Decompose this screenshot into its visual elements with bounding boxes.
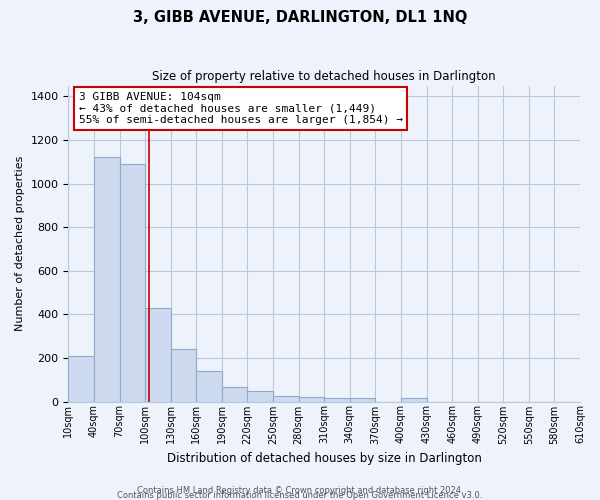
Bar [401,398,427,402]
Bar [247,390,273,402]
Bar [273,396,299,402]
Y-axis label: Number of detached properties: Number of detached properties [15,156,25,331]
Bar [145,308,171,402]
Bar [94,158,119,402]
Text: Contains HM Land Registry data © Crown copyright and database right 2024.: Contains HM Land Registry data © Crown c… [137,486,463,495]
Text: 3 GIBB AVENUE: 104sqm
← 43% of detached houses are smaller (1,449)
55% of semi-d: 3 GIBB AVENUE: 104sqm ← 43% of detached … [79,92,403,125]
X-axis label: Distribution of detached houses by size in Darlington: Distribution of detached houses by size … [167,452,482,465]
Bar [324,398,350,402]
Bar [222,388,247,402]
Bar [68,356,94,402]
Text: 3, GIBB AVENUE, DARLINGTON, DL1 1NQ: 3, GIBB AVENUE, DARLINGTON, DL1 1NQ [133,10,467,25]
Title: Size of property relative to detached houses in Darlington: Size of property relative to detached ho… [152,70,496,83]
Bar [196,371,222,402]
Bar [119,164,145,402]
Text: Contains public sector information licensed under the Open Government Licence v3: Contains public sector information licen… [118,491,482,500]
Bar [350,398,376,402]
Bar [171,349,196,402]
Bar [299,397,324,402]
